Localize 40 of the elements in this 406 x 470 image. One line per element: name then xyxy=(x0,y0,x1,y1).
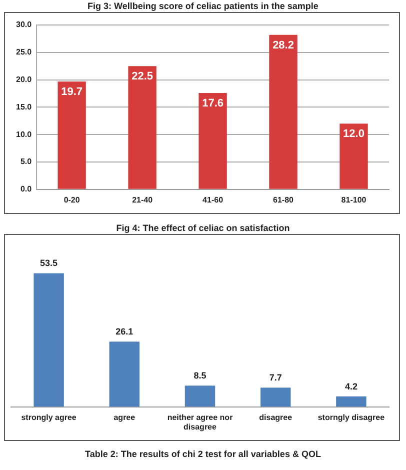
bar xyxy=(109,342,140,407)
y-tick-label: 0.0 xyxy=(20,184,32,194)
x-tick-label: disagree xyxy=(259,412,293,422)
bar xyxy=(128,66,156,189)
x-tick-label: 21-40 xyxy=(132,195,154,204)
data-label: 4.2 xyxy=(344,381,358,392)
data-label: 19.7 xyxy=(61,86,83,98)
caption: Table 2: The results of chi 2 test for all variables & QOL xyxy=(84,449,322,459)
bar xyxy=(269,34,298,189)
data-label: 22.5 xyxy=(132,70,154,83)
bar xyxy=(260,388,291,407)
data-label: 26.1 xyxy=(116,326,134,337)
y-tick-label: 15.0 xyxy=(16,102,32,112)
bar xyxy=(34,273,64,407)
chart-title: Fig 4: The effect of celiac on satisfaction xyxy=(115,222,291,234)
x-tick-label: 61-80 xyxy=(273,195,294,204)
x-tick-label: agree xyxy=(114,412,136,422)
y-tick-label: 5.0 xyxy=(20,157,32,166)
x-tick-label: 81-100 xyxy=(341,195,367,204)
bar xyxy=(198,92,227,189)
bar xyxy=(58,81,86,189)
chart-title: Fig 3: Wellbeing score of celiac patients in the sample xyxy=(86,0,320,12)
y-tick-label: 10.0 xyxy=(16,130,32,139)
x-tick-label: neither agree nor disagree xyxy=(167,412,233,432)
y-tick-label: 20.0 xyxy=(16,75,32,84)
bar xyxy=(336,396,366,407)
bar xyxy=(340,124,368,189)
x-tick-label: 0-20 xyxy=(64,195,80,204)
bar xyxy=(184,386,216,407)
data-label: 8.5 xyxy=(194,370,206,381)
data-label: 53.5 xyxy=(40,258,58,268)
y-tick-label: 30.0 xyxy=(16,20,32,30)
x-tick-label: strongly agree xyxy=(21,412,77,422)
y-tick-label: 25.0 xyxy=(16,48,32,57)
data-label: 12.0 xyxy=(343,128,364,140)
x-tick-label: storngly disagree xyxy=(318,412,386,422)
x-tick-label: 41-60 xyxy=(202,195,224,204)
data-label: 28.2 xyxy=(272,39,294,52)
data-label: 17.6 xyxy=(202,97,224,110)
data-label: 7.7 xyxy=(269,372,282,383)
